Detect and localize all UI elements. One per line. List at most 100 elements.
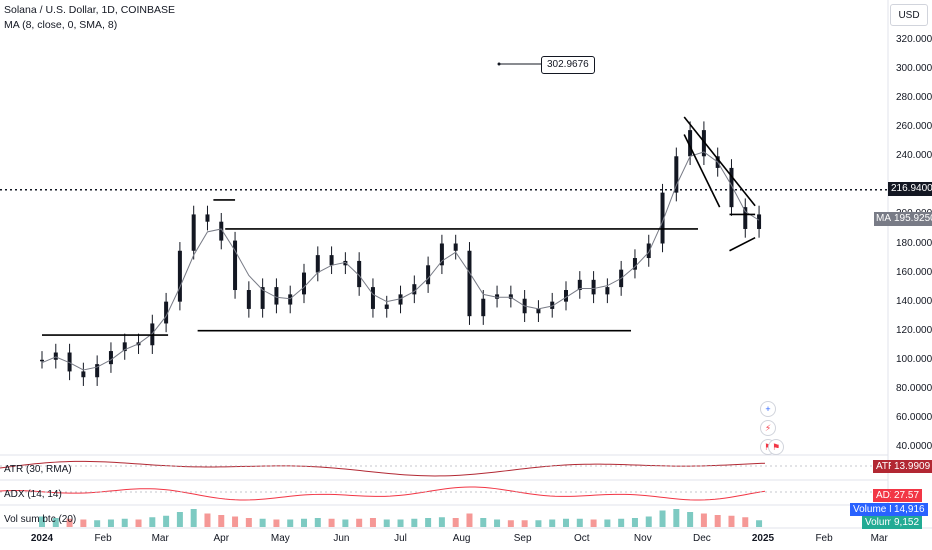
price-tick-label: 40.0000 [896, 441, 932, 452]
atr-label[interactable]: ATR (30, RMA) [4, 464, 72, 475]
candle [701, 130, 706, 157]
candle [108, 351, 113, 365]
volume-bar [576, 518, 583, 527]
price-tick-label: 60.0000 [896, 411, 932, 423]
candle [81, 371, 86, 378]
volume-ma-value-tag: 14,916 [891, 503, 928, 516]
volume-bar [494, 519, 501, 527]
price-tick-label: 320.0000 [896, 34, 932, 45]
time-axis-label: Feb [94, 533, 112, 544]
volume-bar [728, 515, 735, 527]
volume-bar [604, 519, 611, 527]
volume-bar [687, 512, 694, 527]
volume-bar [590, 519, 597, 527]
ma-line [41, 151, 760, 371]
chart-title: Solana / U.S. Dollar, 1D, COINBASE [4, 4, 175, 16]
volume-bar [301, 518, 308, 527]
wedge-upper-line [683, 116, 756, 207]
time-axis-label: Oct [573, 533, 590, 544]
candle [536, 308, 541, 314]
volume-bar [232, 516, 239, 527]
price-annotation[interactable]: 302.9676 [541, 56, 595, 74]
volume-bar [549, 519, 556, 527]
volume-bar [135, 519, 142, 527]
candle [439, 243, 444, 266]
candle [508, 294, 513, 299]
volume-bar [618, 518, 625, 527]
atr-value-tag: 13.9909 [891, 460, 932, 473]
candle [398, 294, 403, 305]
time-axis-label: Nov [633, 533, 652, 544]
time-axis-label: May [270, 533, 290, 544]
volume-bar [66, 518, 73, 527]
volume-bar [273, 519, 280, 527]
price-tick-label: 120.0000 [896, 324, 932, 336]
volume-bar [521, 520, 528, 527]
volume-bar [700, 513, 707, 527]
candle [481, 298, 486, 317]
candle [495, 294, 500, 299]
plus-icon[interactable]: + [760, 401, 776, 417]
time-axis-label: Apr [213, 533, 230, 544]
wedge-lower-line [683, 134, 721, 208]
flag-icon[interactable]: ⚑ [768, 439, 784, 455]
volume-bar [756, 520, 763, 527]
volume-label[interactable]: Vol sum btc (20) [4, 514, 77, 525]
volume-bar [425, 518, 432, 527]
volume-bar [369, 518, 376, 527]
price-tick-label: 140.0000 [896, 295, 932, 307]
atr-line [0, 460, 766, 477]
candle [233, 240, 238, 291]
volume-bar [659, 510, 666, 527]
candle [632, 258, 637, 270]
volume-bar [149, 517, 156, 527]
volume-bar [438, 517, 445, 527]
candle [646, 243, 651, 259]
volume-value-tag: 9,152 [891, 516, 923, 529]
price-tick-label: 80.0000 [896, 382, 932, 394]
volume-bar [121, 518, 128, 527]
candle [384, 304, 389, 309]
adx-line [0, 486, 766, 501]
volume-bar [259, 518, 266, 527]
lightning-icon[interactable]: ⚡ [760, 420, 776, 436]
candle [412, 284, 417, 295]
volume-bar [245, 518, 252, 527]
volume-bar [204, 513, 211, 527]
adx-label[interactable]: ADX (14, 14) [4, 489, 62, 500]
candle [67, 352, 72, 372]
volume-bar [39, 516, 45, 527]
volume-bar [356, 518, 363, 527]
ma-value-tag: 195.9250 [891, 212, 932, 226]
candle [674, 156, 679, 193]
candle [660, 192, 665, 244]
time-axis-label: Mar [870, 533, 888, 544]
candle [453, 243, 458, 251]
candle [564, 290, 569, 302]
candle [577, 279, 582, 291]
time-axis-label: Jun [333, 533, 350, 544]
volume-bar [631, 518, 638, 527]
volume-bar [190, 509, 197, 527]
volume-bar [466, 513, 473, 527]
time-axis-label: Feb [815, 533, 833, 544]
candle [729, 167, 734, 208]
volume-bar [563, 518, 570, 527]
current-price-tag: 216.9400 [888, 182, 932, 196]
volume-bar [452, 518, 459, 527]
ma-legend[interactable]: MA (8, close, 0, SMA, 8) [4, 19, 118, 31]
price-tick-label: 260.0000 [896, 121, 932, 133]
candle [370, 287, 375, 309]
volume-bar [218, 515, 225, 527]
price-tick-label: 280.0000 [896, 92, 932, 104]
candle [177, 250, 182, 302]
volume-bar [645, 516, 652, 527]
volume-bar [411, 518, 418, 527]
currency-selector[interactable]: USD [890, 4, 928, 26]
volume-bar [314, 518, 321, 527]
volume-bar [52, 518, 59, 527]
candle [315, 255, 320, 273]
candle [40, 359, 44, 362]
